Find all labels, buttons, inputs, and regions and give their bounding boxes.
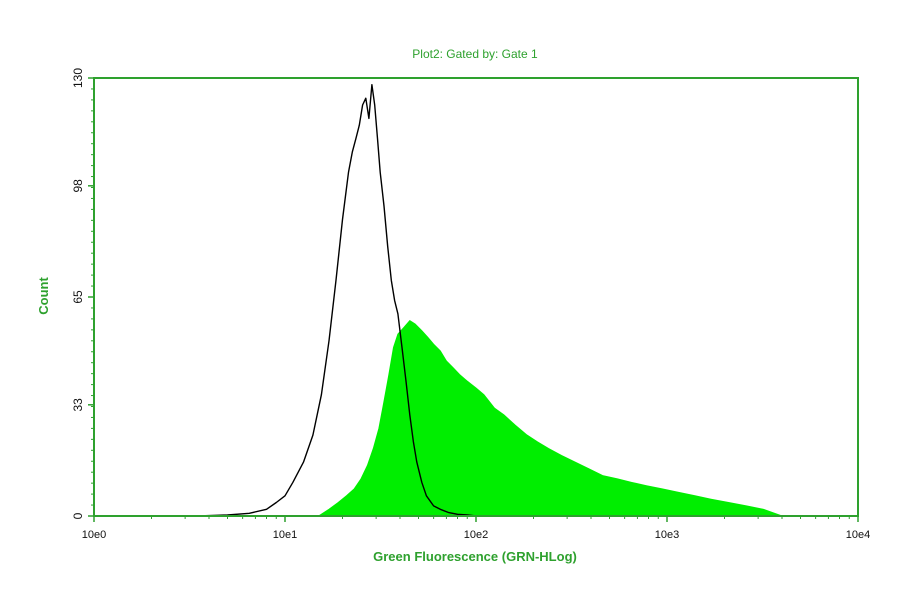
x-axis-label: Green Fluorescence (GRN-HLog) <box>373 549 577 564</box>
x-tick-label: 10e4 <box>846 529 870 541</box>
control-histogram-line <box>142 84 484 517</box>
y-tick-label: 130 <box>71 68 85 88</box>
x-tick-label: 10e1 <box>273 529 297 541</box>
y-tick-label: 0 <box>71 512 85 519</box>
x-tick-label: 10e0 <box>82 529 106 541</box>
y-axis-label: Count <box>36 277 51 315</box>
chart-title: Plot2: Gated by: Gate 1 <box>412 47 538 61</box>
y-tick-label: 98 <box>71 179 85 193</box>
axes-layer: 10e0 10e1 10e2 10e3 10e4 0 33 65 98 130 <box>71 68 870 541</box>
control-histogram-layer <box>142 84 484 517</box>
x-tick-label: 10e3 <box>655 529 679 541</box>
sample-histogram-layer <box>316 319 783 517</box>
y-tick-label: 33 <box>71 398 85 412</box>
x-tick-label: 10e2 <box>464 529 488 541</box>
y-tick-label: 65 <box>71 290 85 304</box>
sample-histogram-area <box>316 319 783 517</box>
